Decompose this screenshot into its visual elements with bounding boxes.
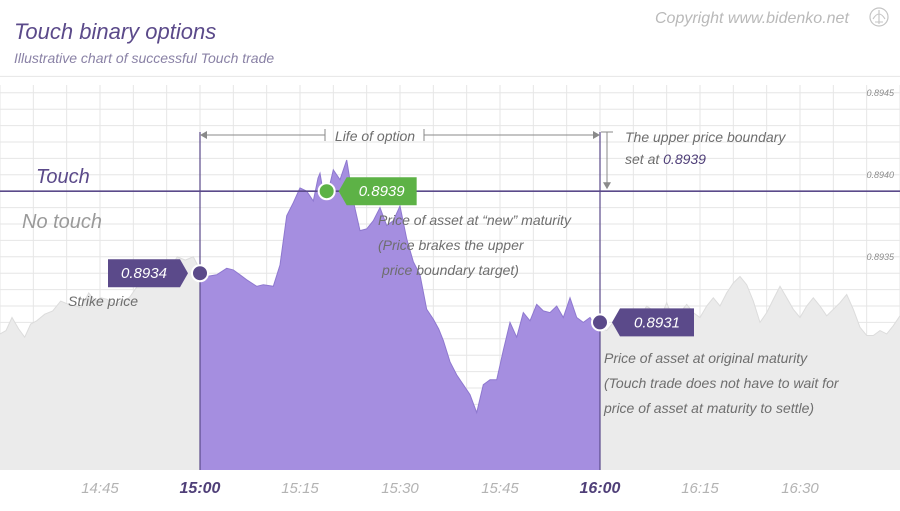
touch-zone-label: Touch [36, 166, 90, 188]
x-tick-label: 15:00 [180, 480, 221, 497]
new-maturity-note-line3: price boundary target) [381, 262, 519, 278]
expiry-point [591, 313, 609, 332]
boundary-note-line1: The upper price boundary [625, 129, 786, 145]
pre-trade-price-area [0, 256, 200, 470]
x-tick-label: 16:00 [580, 480, 621, 497]
touch-callout: 0.8939 [317, 177, 417, 206]
new-maturity-note-line1: Price of asset at “new” maturity [378, 212, 572, 228]
life-of-option-price-area-line [199, 159, 601, 415]
life-of-option-price-area [200, 160, 600, 470]
x-tick-label: 15:45 [481, 480, 519, 497]
expiry-callout: 0.8931 [591, 308, 694, 337]
strike-price-label: Strike price [68, 293, 138, 309]
no-touch-zone-label: No touch [22, 211, 102, 233]
strike-callout: 0.8934 [108, 259, 209, 288]
x-tick-label: 15:15 [281, 480, 319, 497]
original-maturity-note-line1: Price of asset at original maturity [604, 350, 808, 366]
boundary-arrow-head-icon [603, 182, 611, 190]
touch-point [317, 182, 336, 201]
bracket-arrow-right-icon [593, 131, 600, 139]
chart-title: Touch binary options [14, 19, 216, 44]
life-of-option-bracket [200, 129, 600, 141]
original-maturity-note-line2: (Touch trade does not have to wait for [604, 375, 840, 391]
x-tick-label: 16:15 [681, 480, 719, 497]
expiry-callout-value: 0.8931 [634, 314, 680, 331]
boundary-arrow [601, 131, 613, 190]
original-maturity-note-line3: price of asset at maturity to settle) [603, 400, 814, 416]
x-tick-label: 14:45 [81, 480, 119, 497]
x-tick-label: 16:30 [781, 480, 819, 497]
touch-callout-value: 0.8939 [359, 183, 406, 200]
y-tick-label: 0.8945 [866, 88, 895, 98]
strike-callout-value: 0.8934 [121, 265, 167, 282]
life-of-option-label: Life of option [335, 128, 415, 144]
strike-point [191, 264, 209, 283]
new-maturity-note-line2: (Price brakes the upper [378, 237, 525, 253]
x-tick-label: 15:30 [381, 480, 419, 497]
bracket-arrow-left-icon [200, 131, 207, 139]
copyright-seal-icon [869, 7, 889, 27]
copyright-text: Copyright www.bidenko.net [655, 10, 849, 27]
chart-subtitle: Illustrative chart of successful Touch t… [14, 50, 274, 66]
y-tick-label: 0.8940 [866, 170, 894, 180]
y-tick-label: 0.8935 [866, 252, 895, 262]
boundary-value: 0.8939 [663, 151, 706, 167]
boundary-note-line2: set at 0.8939 [625, 151, 706, 167]
